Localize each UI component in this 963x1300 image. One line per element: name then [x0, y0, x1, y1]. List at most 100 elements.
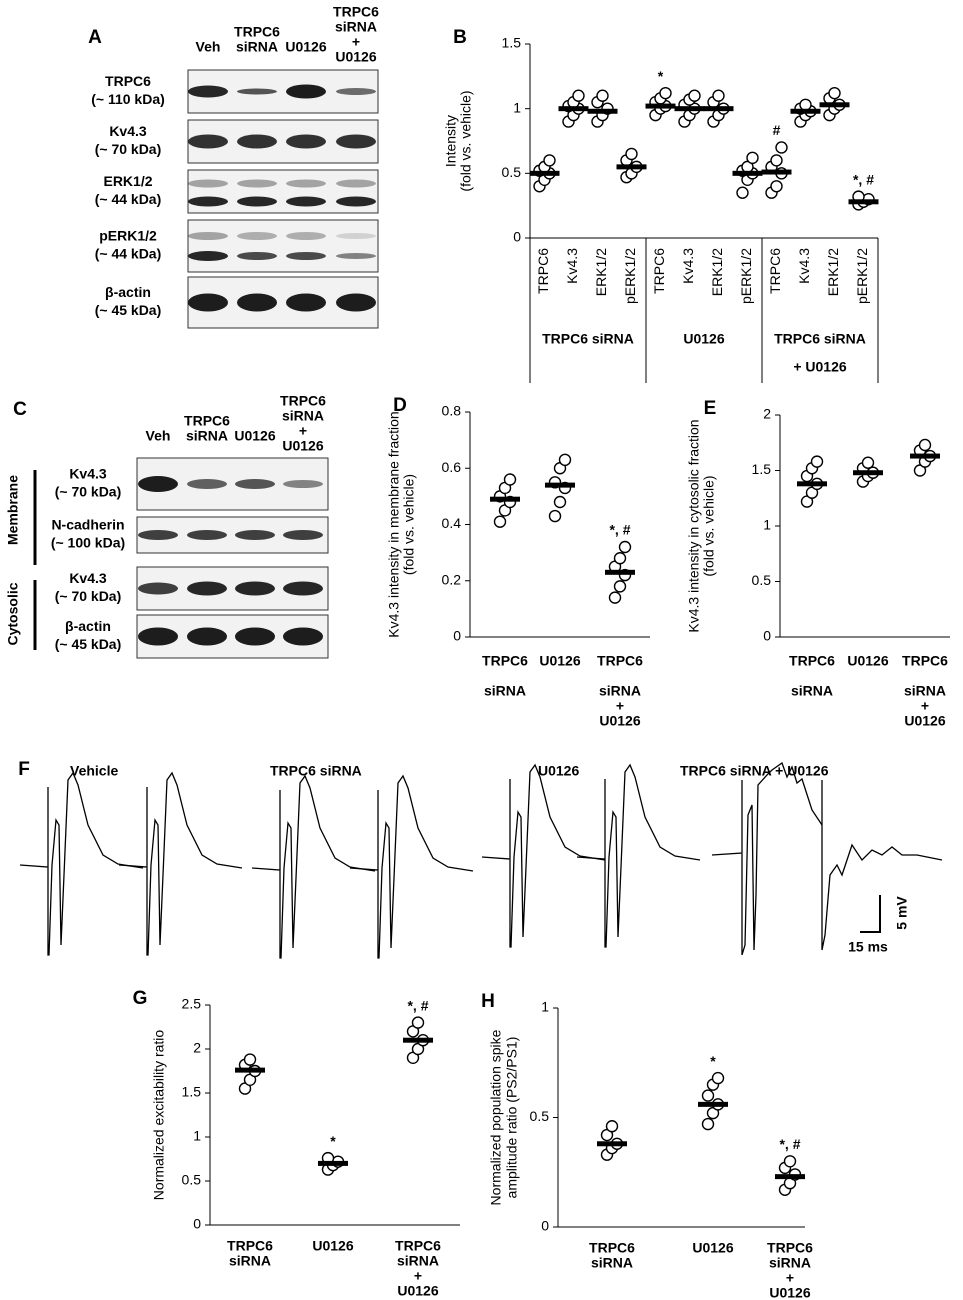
y-tick-label: 1 — [193, 1128, 201, 1144]
y-tick-label: 0.8 — [442, 403, 462, 419]
x-tick-label: TRPC6 — [767, 1240, 813, 1256]
data-point — [918, 438, 932, 452]
x-tick-label: siRNA — [397, 1253, 439, 1269]
lane-label: siRNA — [236, 39, 278, 55]
trace — [251, 774, 376, 959]
lane-label: siRNA — [186, 428, 228, 444]
data-point — [701, 1089, 715, 1102]
x-tick-label: Kv4.3 — [796, 248, 812, 284]
blot-band — [187, 581, 227, 596]
x-tick-label: ERK1/2 — [709, 248, 725, 296]
y-axis-label: Intensity — [443, 115, 459, 167]
y-tick-label: 2 — [193, 1040, 201, 1056]
blot-band — [187, 627, 227, 646]
x-tick-label: + — [616, 698, 624, 714]
annotation: # — [773, 122, 781, 138]
data-point — [613, 552, 627, 565]
x-tick-label: siRNA — [904, 683, 946, 699]
panel-letter: C — [13, 399, 27, 420]
blot-band — [188, 293, 228, 312]
x-tick-label: TRPC6 — [589, 1240, 635, 1256]
data-point — [783, 1155, 797, 1168]
x-tick-label: U0126 — [904, 713, 945, 729]
y-tick-label: 2.5 — [182, 996, 202, 1012]
condition-label: TRPC6 siRNA + U0126 — [680, 763, 829, 779]
blot-label: TRPC6 — [105, 73, 151, 89]
lane-label: + — [299, 423, 307, 439]
blot-frame — [187, 219, 379, 273]
blot-band — [286, 196, 326, 207]
blot-band — [235, 530, 275, 540]
blot-band — [237, 196, 277, 207]
condition-label: TRPC6 siRNA — [270, 763, 362, 779]
y-tick-label: 1 — [513, 99, 521, 115]
blot-band — [283, 480, 323, 488]
blot-label: (~ 70 kDa) — [55, 484, 122, 500]
x-tick-label: U0126 — [692, 1240, 733, 1256]
data-point — [659, 86, 672, 100]
blot-band — [283, 530, 323, 540]
mean-bar — [703, 106, 734, 112]
x-tick-label: TRPC6 — [789, 653, 835, 669]
group-label: TRPC6 siRNA — [774, 331, 866, 347]
data-point — [608, 591, 622, 604]
blot-band — [286, 84, 326, 99]
data-point — [618, 540, 632, 554]
blot-frame — [187, 169, 379, 214]
y-tick-label: 2 — [763, 406, 771, 422]
lane-label: U0126 — [335, 49, 376, 65]
blot-band — [235, 581, 275, 596]
lane-label: Veh — [146, 428, 171, 444]
data-point — [553, 495, 567, 509]
y-tick-label: 0.5 — [530, 1108, 550, 1124]
mean-bar — [605, 569, 635, 575]
lane-label: Veh — [196, 39, 221, 55]
x-tick-label: + — [786, 1270, 794, 1286]
mean-bar — [558, 106, 589, 112]
trace — [349, 774, 474, 959]
y-tick-label: 1.5 — [752, 461, 772, 477]
blot-band — [286, 179, 326, 188]
x-tick-label: TRPC6 — [395, 1238, 441, 1254]
panel-letter: B — [453, 27, 467, 48]
blot-label: (~ 100 kDa) — [51, 535, 125, 551]
blot-band — [138, 476, 178, 492]
lane-label: TRPC6 — [234, 24, 280, 40]
traces — [19, 761, 943, 959]
mean-bar — [698, 1101, 728, 1107]
blot-band — [188, 134, 228, 149]
mean-bar — [674, 106, 705, 112]
data-point — [736, 186, 749, 199]
data-point — [701, 1117, 715, 1131]
lane-label: TRPC6 — [333, 4, 379, 20]
blot-label: ERK1/2 — [103, 173, 152, 189]
mean-bar — [587, 108, 618, 114]
x-tick-label: TRPC6 — [597, 653, 643, 669]
y-tick-label: 0.6 — [442, 459, 462, 475]
mean-bar — [853, 470, 883, 476]
x-tick-label: TRPC6 — [482, 653, 528, 669]
y-axis-label: Normalized excitability ratio — [151, 1030, 167, 1201]
trace — [711, 761, 823, 956]
blot-band — [237, 134, 277, 149]
x-tick-label: ERK1/2 — [825, 248, 841, 296]
trace — [118, 771, 243, 956]
data-point — [712, 89, 725, 102]
x-tick-label: siRNA — [591, 1255, 633, 1271]
blot-label: β-actin — [105, 284, 151, 300]
group-label: TRPC6 siRNA — [542, 331, 634, 347]
x-tick-label: U0126 — [539, 653, 580, 669]
x-tick-label: TRPC6 — [651, 248, 667, 294]
y-axis-label: (fold vs. vehicle) — [458, 90, 474, 191]
x-tick-label: siRNA — [599, 683, 641, 699]
data-point — [543, 154, 556, 167]
x-tick-label: siRNA — [229, 1253, 271, 1269]
x-tick-label: U0126 — [599, 713, 640, 729]
data-point — [799, 98, 812, 111]
panel-letter: E — [704, 398, 717, 419]
x-tick-label: U0126 — [397, 1283, 438, 1299]
blot-band — [187, 479, 227, 489]
blot-band — [188, 196, 228, 207]
blot-band — [286, 232, 326, 240]
blot-band — [138, 582, 178, 595]
